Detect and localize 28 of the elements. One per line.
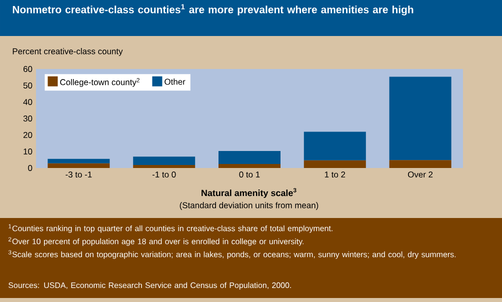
y-tick-label: 10	[24, 148, 32, 154]
y-axis-title: Percent creative-class county	[12, 48, 123, 56]
bar	[218, 151, 281, 164]
text: (Standard deviation units from mean)	[180, 202, 318, 210]
bar	[133, 156, 196, 166]
y-tick-label: 40	[23, 99, 32, 105]
bar	[133, 165, 196, 168]
x-axis-title: Natural amenity scale$^{3}$	[202, 188, 296, 198]
x-tick-label: -3 to -1	[66, 172, 92, 178]
y-tick-label: 30	[23, 116, 32, 122]
x-tick-label: Over 2	[408, 172, 433, 178]
chart-title: Nonmetro creative-class counties$^{1}$ are more prevalent where amenities are high	[12, 4, 414, 16]
bar	[48, 163, 110, 168]
bar	[218, 164, 281, 168]
y-tick-label: 20	[23, 132, 32, 138]
bar	[389, 160, 452, 168]
y-tick-label: 60	[24, 66, 32, 72]
legend-label: Other	[164, 78, 186, 85]
x-tick-label: 0 to 1	[239, 172, 260, 178]
y-tick-label: 0	[28, 165, 32, 171]
y-tick-label: 50	[23, 82, 32, 88]
bar	[304, 160, 366, 168]
bar	[389, 76, 452, 160]
x-tick-label: -1 to 0	[152, 172, 176, 178]
bar	[48, 158, 110, 164]
x-tick-label: 1 to 2	[324, 172, 346, 178]
bar	[304, 132, 366, 160]
legend-label: College-town county$^{2}$	[60, 78, 140, 87]
